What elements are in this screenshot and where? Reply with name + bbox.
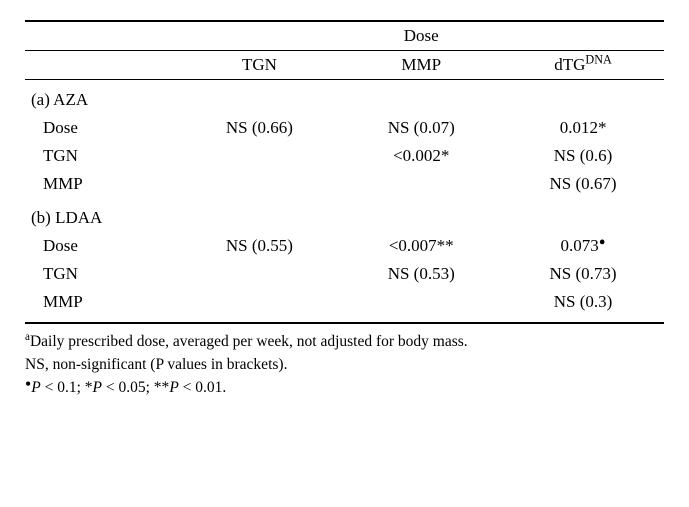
row-label: MMP (25, 170, 179, 198)
cell: NS (0.53) (340, 260, 502, 288)
table-row: Dose NS (0.66) NS (0.07) 0.012* (25, 114, 664, 142)
cell: 0.073• (502, 232, 664, 260)
cell: NS (0.3) (502, 288, 664, 323)
header-row-spanner: Dose (25, 21, 664, 51)
row-label: TGN (25, 142, 179, 170)
stats-table: Dose TGN MMP dTGDNA (a) AZA Dose NS (0.6… (25, 20, 664, 324)
header-col-tgn: TGN (179, 51, 341, 80)
cell: NS (0.73) (502, 260, 664, 288)
cell: NS (0.55) (179, 232, 341, 260)
table-row: Dose NS (0.55) <0.007** 0.073• (25, 232, 664, 260)
header-col-mmp: MMP (340, 51, 502, 80)
footnote-a: aDaily prescribed dose, averaged per wee… (25, 332, 664, 353)
footnotes: aDaily prescribed dose, averaged per wee… (25, 332, 664, 399)
table-row: TGN <0.002* NS (0.6) (25, 142, 664, 170)
row-label: TGN (25, 260, 179, 288)
row-label: Dose (25, 114, 179, 142)
cell: <0.002* (340, 142, 502, 170)
cell (340, 170, 502, 198)
cell: <0.007** (340, 232, 502, 260)
row-label: MMP (25, 288, 179, 323)
cell (340, 288, 502, 323)
cell: NS (0.67) (502, 170, 664, 198)
table-row: TGN NS (0.53) NS (0.73) (25, 260, 664, 288)
row-label: Dose (25, 232, 179, 260)
header-spanner: Dose (179, 21, 664, 51)
table-row: MMP NS (0.3) (25, 288, 664, 323)
cell (179, 260, 341, 288)
cell (179, 170, 341, 198)
section-b-label: (b) LDAA (25, 198, 664, 232)
footnote-ns: NS, non-significant (P values in bracket… (25, 355, 664, 376)
cell (179, 142, 341, 170)
cell: NS (0.66) (179, 114, 341, 142)
table-row: MMP NS (0.67) (25, 170, 664, 198)
footnote-sig: •P < 0.1; *P < 0.05; **P < 0.01. (25, 378, 664, 399)
cell: NS (0.07) (340, 114, 502, 142)
cell (179, 288, 341, 323)
cell: NS (0.6) (502, 142, 664, 170)
cell: 0.012* (502, 114, 664, 142)
section-a-label: (a) AZA (25, 80, 664, 115)
header-col-dtg: dTGDNA (502, 51, 664, 80)
header-row-cols: TGN MMP dTGDNA (25, 51, 664, 80)
